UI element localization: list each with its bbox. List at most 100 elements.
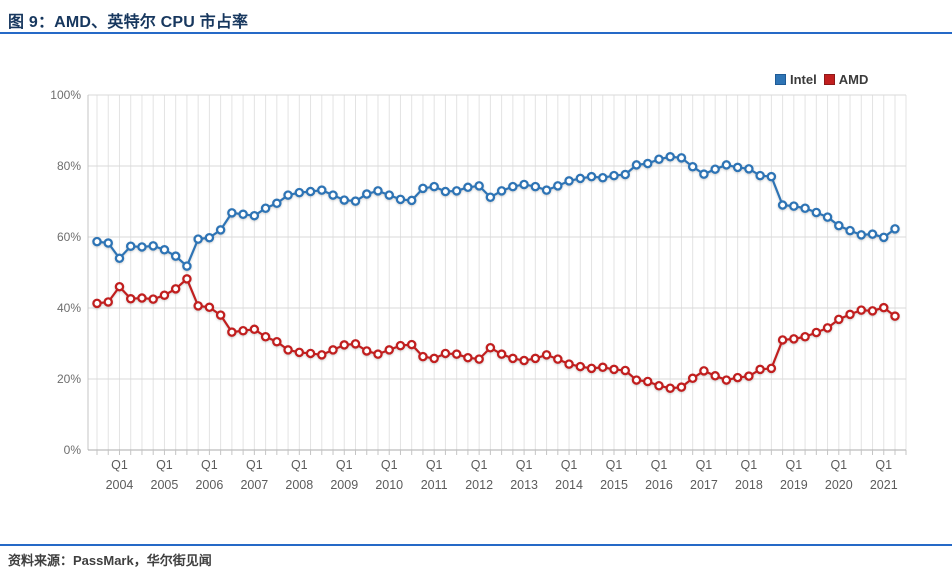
data-point	[575, 361, 586, 372]
amd-legend-label: AMD	[838, 72, 869, 87]
data-point	[395, 340, 406, 351]
data-point	[249, 210, 260, 221]
data-point	[114, 253, 125, 264]
data-point	[721, 160, 732, 170]
data-point	[474, 354, 484, 364]
data-point	[620, 365, 631, 376]
data-point	[564, 359, 574, 369]
data-point	[541, 350, 552, 360]
data-point	[721, 375, 732, 385]
data-point	[215, 225, 226, 235]
amd-series	[92, 274, 900, 393]
svg-text:2005: 2005	[151, 478, 179, 492]
svg-text:20%: 20%	[57, 372, 81, 386]
axes	[87, 95, 907, 455]
data-point	[384, 190, 394, 200]
data-point	[418, 183, 428, 194]
data-point	[148, 294, 158, 304]
data-point	[755, 364, 765, 375]
data-point	[429, 181, 439, 192]
data-point	[451, 349, 462, 359]
data-point	[92, 298, 102, 309]
data-point	[811, 327, 822, 338]
data-point	[384, 345, 394, 355]
data-point	[283, 345, 293, 355]
data-point	[125, 241, 136, 251]
data-point	[744, 164, 754, 174]
data-point	[654, 380, 664, 391]
data-point	[170, 251, 181, 261]
data-point	[339, 340, 350, 350]
svg-text:Q1: Q1	[336, 458, 353, 472]
data-point	[418, 351, 428, 362]
svg-text:Q1: Q1	[696, 458, 713, 472]
chart-legend: Intel AMD	[775, 72, 875, 87]
svg-text:Q1: Q1	[875, 458, 892, 472]
data-point	[755, 170, 765, 181]
data-point	[294, 347, 305, 358]
data-point	[609, 170, 619, 181]
data-point	[238, 325, 248, 336]
data-point	[373, 349, 383, 359]
svg-text:Q1: Q1	[786, 458, 803, 472]
data-point	[575, 173, 586, 184]
svg-text:2018: 2018	[735, 478, 763, 492]
data-point	[519, 179, 529, 190]
data-point	[204, 232, 215, 243]
data-point	[811, 207, 822, 218]
svg-text:Q1: Q1	[830, 458, 847, 472]
data-point	[125, 294, 136, 304]
source-divider	[0, 544, 952, 546]
svg-text:2014: 2014	[555, 478, 583, 492]
data-point	[361, 189, 372, 199]
data-point	[170, 284, 181, 294]
data-point	[732, 372, 743, 383]
svg-text:2006: 2006	[195, 478, 223, 492]
data-point	[328, 345, 338, 355]
figure-source: 资料来源：PassMark，华尔街见闻	[8, 553, 212, 568]
data-point	[586, 363, 597, 374]
data-point	[642, 158, 653, 169]
svg-text:Q1: Q1	[426, 458, 443, 472]
data-point	[879, 302, 889, 313]
data-point	[305, 186, 316, 197]
data-point	[463, 352, 473, 363]
data-point	[451, 186, 462, 196]
svg-text:Q1: Q1	[246, 458, 263, 472]
data-point	[867, 229, 878, 239]
data-point	[272, 336, 282, 347]
data-point	[687, 373, 698, 384]
data-point	[440, 348, 451, 359]
data-point	[496, 186, 507, 196]
y-axis-labels: 0% 20% 40% 60% 80% 100%	[50, 88, 81, 457]
svg-text:2009: 2009	[330, 478, 358, 492]
data-point	[260, 332, 271, 342]
gridlines	[88, 94, 907, 450]
data-point	[822, 212, 833, 222]
data-point	[777, 200, 788, 210]
svg-text:2021: 2021	[870, 478, 898, 492]
data-point	[834, 314, 844, 325]
data-point	[687, 161, 698, 172]
data-point	[406, 339, 417, 350]
data-point	[272, 198, 282, 209]
svg-text:2019: 2019	[780, 478, 808, 492]
data-point	[137, 242, 147, 252]
svg-text:Q1: Q1	[471, 458, 488, 472]
data-point	[260, 203, 271, 213]
data-point	[598, 362, 608, 373]
data-point	[867, 306, 878, 316]
intel-legend-label: Intel	[790, 72, 817, 87]
data-point	[350, 196, 361, 206]
data-point	[541, 185, 552, 195]
svg-text:100%: 100%	[50, 88, 81, 102]
svg-text:Q1: Q1	[741, 458, 758, 472]
svg-text:2013: 2013	[510, 478, 538, 492]
intel-legend-swatch	[775, 74, 786, 85]
amd-legend-swatch	[823, 74, 835, 85]
data-point	[631, 160, 642, 170]
data-point	[586, 171, 597, 182]
svg-text:Q1: Q1	[201, 458, 218, 472]
svg-text:2016: 2016	[645, 478, 673, 492]
chart-canvas: 0% 20% 40% 60% 80% 100% Q1 2004 Q1 2005 Q1 2006 Q1 20…	[50, 88, 907, 492]
